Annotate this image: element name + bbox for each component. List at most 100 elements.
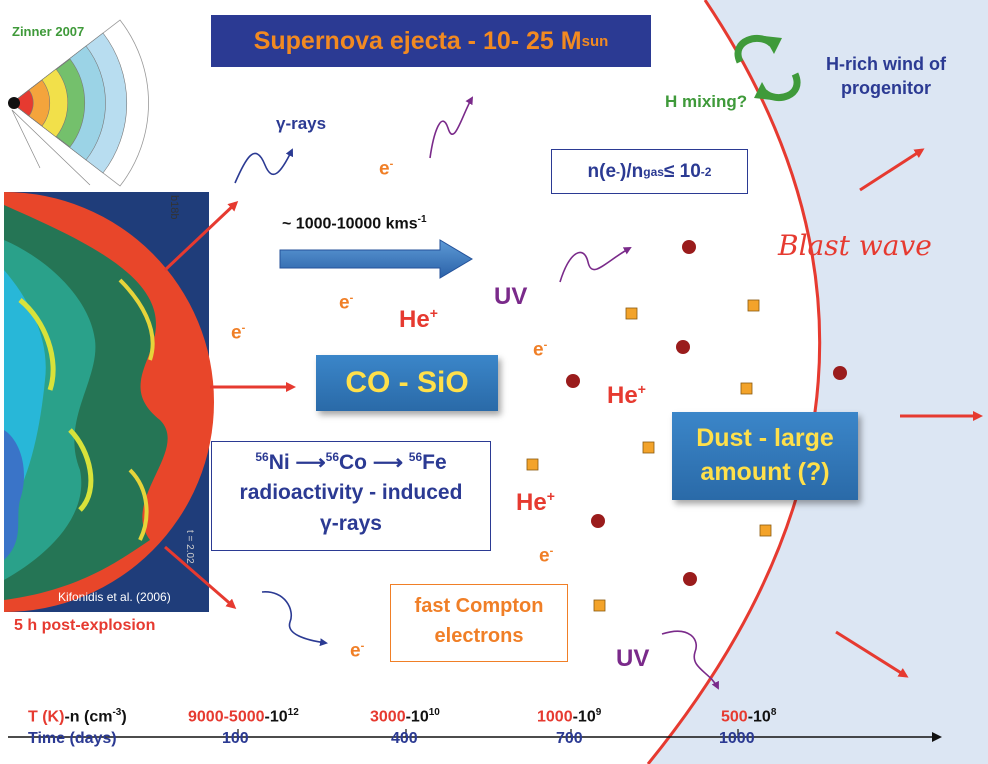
axis-density-text: -n (cm xyxy=(64,708,113,726)
ratio-n-sup: - xyxy=(616,164,621,179)
tick-exp: 10 xyxy=(428,707,440,718)
wind-label: H-rich wind of progenitor xyxy=(826,52,946,101)
dust-box: Dust - large amount (?) xyxy=(672,412,858,500)
radioactive-decay-box: 56Ni ⟶56Co ⟶ 56Fe radioactivity - induce… xyxy=(211,441,491,551)
electron-label: e- xyxy=(231,322,245,344)
title-text: Supernova ejecta - 10- 25 M xyxy=(253,26,582,55)
ni-symbol: Ni xyxy=(268,451,290,474)
ionization-ratio-box: n(e -)/n gas ≤ 10 -2 xyxy=(551,149,748,194)
tick-temp: 9000-5000 xyxy=(188,708,265,726)
blast-wave-front xyxy=(646,0,822,764)
velocity-exponent: -1 xyxy=(417,214,427,225)
tick-exp: 8 xyxy=(770,707,777,718)
electron-sup: - xyxy=(389,158,394,170)
helium-ion-label: He+ xyxy=(516,488,555,517)
tick-density: -10 xyxy=(264,708,288,726)
co-symbol: Co xyxy=(339,451,367,474)
simulation-panel-label: b18b xyxy=(168,195,180,220)
compton-electrons-box: fast Compton electrons xyxy=(390,584,568,662)
decay-arrow-icon: ⟶ xyxy=(295,451,326,474)
ratio-sub: gas xyxy=(643,164,664,179)
zinner-shell-diagram xyxy=(8,19,149,187)
timeline-ticks xyxy=(237,729,739,737)
axis-time-tick: 700 xyxy=(556,730,583,747)
decay-arrow-icon: ⟶ xyxy=(372,451,403,474)
electron-sup: - xyxy=(543,339,548,351)
ratio-mid: )/n xyxy=(620,160,644,182)
electron-sup: - xyxy=(549,545,554,557)
velocity-text: ~ 1000-10000 kms xyxy=(282,215,418,233)
electron-label: e- xyxy=(379,158,393,180)
simulation-credit: Kifonidis et al. (2006) xyxy=(58,590,171,604)
gamma-ray-squiggle xyxy=(234,148,294,184)
ion-base: He xyxy=(607,382,638,409)
co-mass: 56 xyxy=(325,450,339,464)
arrow-lower xyxy=(164,545,237,609)
wind-line1: H-rich wind of xyxy=(826,54,946,74)
h-mixing-arrows xyxy=(734,34,801,102)
axis-temp-text: T (K) xyxy=(28,708,65,726)
ion-sup: + xyxy=(546,488,555,504)
tick-density: -10 xyxy=(572,708,596,726)
velocity-label: ~ 1000-10000 kms-1 xyxy=(282,214,427,233)
dust-grains xyxy=(526,299,772,612)
ion-base: He xyxy=(516,489,547,516)
axis-time-label: Time (days) xyxy=(28,730,117,747)
wind-line2: progenitor xyxy=(841,78,931,99)
zinner-label: Zinner 2007 xyxy=(12,24,85,39)
ion-base: He xyxy=(399,306,430,333)
fe-symbol: Fe xyxy=(422,451,447,474)
arrow-out-bottom xyxy=(835,630,909,678)
axis-temperature-label: T (K)-n (cm-3) xyxy=(28,707,127,726)
fe-mass: 56 xyxy=(408,450,423,464)
decay-line3: γ-rays xyxy=(320,511,382,535)
tick-temp: 1000 xyxy=(537,708,573,726)
uv-squiggle-mid xyxy=(559,247,632,283)
tick-density: -10 xyxy=(747,708,771,726)
electron-squiggle xyxy=(261,591,328,647)
electron-sup: - xyxy=(349,292,354,304)
axis-time-tick: 1000 xyxy=(719,730,755,747)
axis-time-tick: 400 xyxy=(391,730,418,747)
h-mixing-label: H mixing? xyxy=(665,92,748,111)
axis-tick-label: 500-108 xyxy=(721,707,776,726)
compton-line2: electrons xyxy=(434,625,524,647)
decay-line2: radioactivity - induced xyxy=(239,481,463,505)
blast-wave-label: Blast wave xyxy=(778,229,932,262)
uv-squiggle-top xyxy=(429,96,474,159)
ion-sup: + xyxy=(429,305,438,321)
ni-mass: 56 xyxy=(255,450,269,464)
tick-temp: 500 xyxy=(721,708,748,726)
electron-base: e xyxy=(339,292,350,314)
axis-tick-label: 3000-1010 xyxy=(370,707,440,726)
tick-density: -10 xyxy=(405,708,429,726)
uv-squiggle-bottom xyxy=(661,630,719,690)
simulation-time-label: t = 2.02 xyxy=(184,530,195,564)
electron-base: e xyxy=(539,545,550,567)
compton-line1: fast Compton xyxy=(414,595,544,617)
decay-chain: 56Ni ⟶56Co ⟶ 56Fe xyxy=(212,448,490,478)
helium-ion-label: He+ xyxy=(607,381,646,410)
electron-sup: - xyxy=(241,322,246,334)
ion-sup: + xyxy=(637,381,646,397)
co-sio-box: CO - SiO xyxy=(316,355,498,411)
axis-tick-label: 9000-5000-1012 xyxy=(188,707,299,726)
electron-label: e- xyxy=(533,339,547,361)
electron-base: e xyxy=(231,322,242,344)
electron-label: e- xyxy=(339,292,353,314)
simulation-caption: 5 h post-explosion xyxy=(14,617,156,634)
tick-exp: 9 xyxy=(595,707,602,718)
arrow-upper xyxy=(163,200,239,272)
dust-line1: Dust - large xyxy=(696,424,834,453)
axis-time-tick: 100 xyxy=(222,730,249,747)
dust-line2: amount (?) xyxy=(700,458,830,486)
electron-label: e- xyxy=(350,640,364,662)
gamma-rays-label: γ-rays xyxy=(276,114,327,133)
title-subscript: sun xyxy=(581,32,609,50)
progenitor-wind-region xyxy=(648,0,988,764)
axis-density-close: ) xyxy=(121,708,127,726)
uv-label: UV xyxy=(494,283,528,310)
velocity-arrow xyxy=(279,239,473,279)
